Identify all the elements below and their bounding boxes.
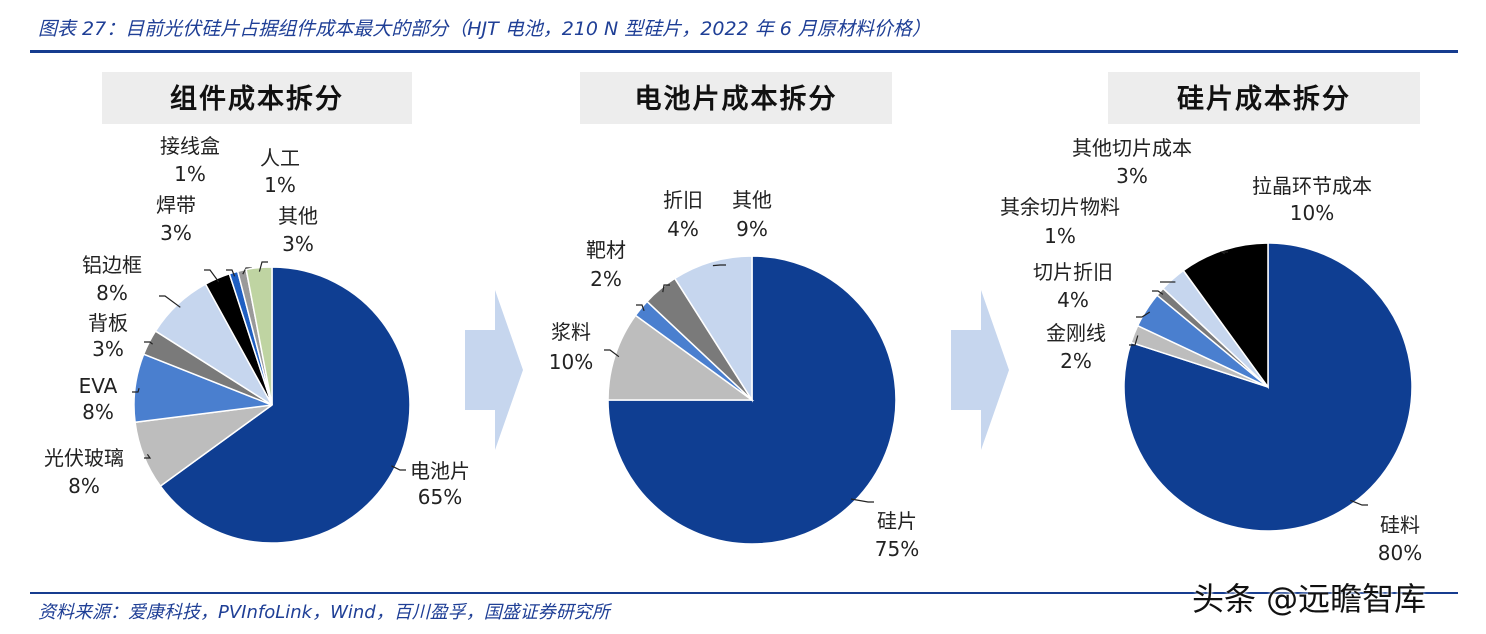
slice-name-label: 背板 xyxy=(88,311,128,335)
leader-line xyxy=(1220,251,1228,255)
slice-name-label: 切片折旧 xyxy=(1033,260,1113,284)
slice-value-label: 4% xyxy=(1057,288,1089,312)
chart-title: 硅片成本拆分 xyxy=(1177,84,1351,115)
slice-value-label: 4% xyxy=(667,217,699,241)
leader-line xyxy=(604,349,620,358)
slice-name-label: 铝边框 xyxy=(82,253,142,277)
slice-value-label: 65% xyxy=(418,485,462,509)
slice-name-label: 人工 xyxy=(260,146,300,170)
slice-name-label: 金刚线 xyxy=(1046,321,1106,345)
chart-title-box xyxy=(580,72,892,124)
leader-line xyxy=(226,269,236,277)
leader-line xyxy=(1350,499,1368,506)
slice-name-label: 其他切片成本 xyxy=(1072,136,1192,160)
chart-title-box xyxy=(102,72,412,124)
leader-line xyxy=(144,453,152,459)
figure-title: 图表 27：目前光伏硅片占据组件成本最大的部分（HJT 电池，210 N 型硅片… xyxy=(38,18,931,40)
slice-value-label: 2% xyxy=(590,267,622,291)
source-note: 资料来源：爱康科技，PVInfoLink，Wind，百川盈孚，国盛证券研究所 xyxy=(38,602,610,623)
leader-line xyxy=(636,304,645,312)
slice-name-label: 折旧 xyxy=(663,188,703,212)
slice-name-label: 拉晶环节成本 xyxy=(1252,174,1372,198)
slice-value-label: 1% xyxy=(174,162,206,186)
bottom-rule xyxy=(30,592,1458,594)
pie-chart-1: 组件成本拆分电池片65%光伏玻璃8%EVA8%背板3%铝边框8%焊带3%接线盒1… xyxy=(44,72,470,544)
slice-value-label: 3% xyxy=(160,221,192,245)
leader-line xyxy=(242,267,252,275)
slice-name-label: 硅片 xyxy=(877,509,917,533)
slice-name-label: 靶材 xyxy=(586,238,626,262)
slice-name-label: 其他 xyxy=(732,188,772,212)
leader-line xyxy=(1129,335,1139,346)
slice-value-label: 8% xyxy=(82,400,114,424)
slice-name-label: 其他 xyxy=(278,204,318,228)
slice-value-label: 9% xyxy=(736,217,768,241)
leader-line xyxy=(258,261,268,272)
leader-line xyxy=(1136,311,1151,318)
slice-value-label: 8% xyxy=(68,474,100,498)
leader-line xyxy=(850,498,874,503)
slice-name-label: 其余切片物料 xyxy=(1000,195,1120,219)
slice-name-label: 浆料 xyxy=(551,320,591,344)
slice-name-label: EVA xyxy=(79,374,118,398)
pie-slice xyxy=(1182,242,1269,390)
slice-value-label: 80% xyxy=(1378,541,1422,565)
leader-line xyxy=(132,388,140,393)
slice-name-label: 焊带 xyxy=(156,193,196,217)
slice-value-label: 75% xyxy=(875,537,919,561)
slice-value-label: 3% xyxy=(1116,164,1148,188)
pie-slice xyxy=(245,266,273,406)
leader-line xyxy=(204,269,220,283)
slice-name-label: 电池片 xyxy=(410,459,470,483)
slice-value-label: 1% xyxy=(1044,224,1076,248)
leader-line xyxy=(712,264,726,267)
leader-line xyxy=(391,465,406,471)
slice-value-label: 8% xyxy=(96,281,128,305)
slice-name-label: 光伏玻璃 xyxy=(44,446,124,470)
flow-arrow xyxy=(465,290,523,450)
leader-line xyxy=(144,341,153,345)
slice-value-label: 1% xyxy=(264,173,296,197)
slice-value-label: 2% xyxy=(1060,349,1092,373)
chart-title-box xyxy=(1108,72,1420,124)
chart-title: 电池片成本拆分 xyxy=(635,84,838,115)
slice-value-label: 3% xyxy=(282,232,314,256)
top-rule xyxy=(30,50,1458,53)
chart-title: 组件成本拆分 xyxy=(170,83,344,115)
slice-value-label: 10% xyxy=(549,350,593,374)
flow-arrow xyxy=(951,290,1009,450)
slice-name-label: 硅料 xyxy=(1380,513,1420,537)
leader-line xyxy=(1152,290,1164,295)
slice-value-label: 3% xyxy=(92,337,124,361)
pie-slice xyxy=(607,314,755,401)
slice-name-label: 接线盒 xyxy=(160,134,220,158)
pie-slice xyxy=(607,255,897,545)
slice-value-label: 10% xyxy=(1290,201,1334,225)
leader-line xyxy=(662,284,670,293)
watermark: 头条 @远瞻智库 xyxy=(1192,580,1427,618)
leader-line xyxy=(159,295,181,308)
pie-slice xyxy=(673,255,753,403)
